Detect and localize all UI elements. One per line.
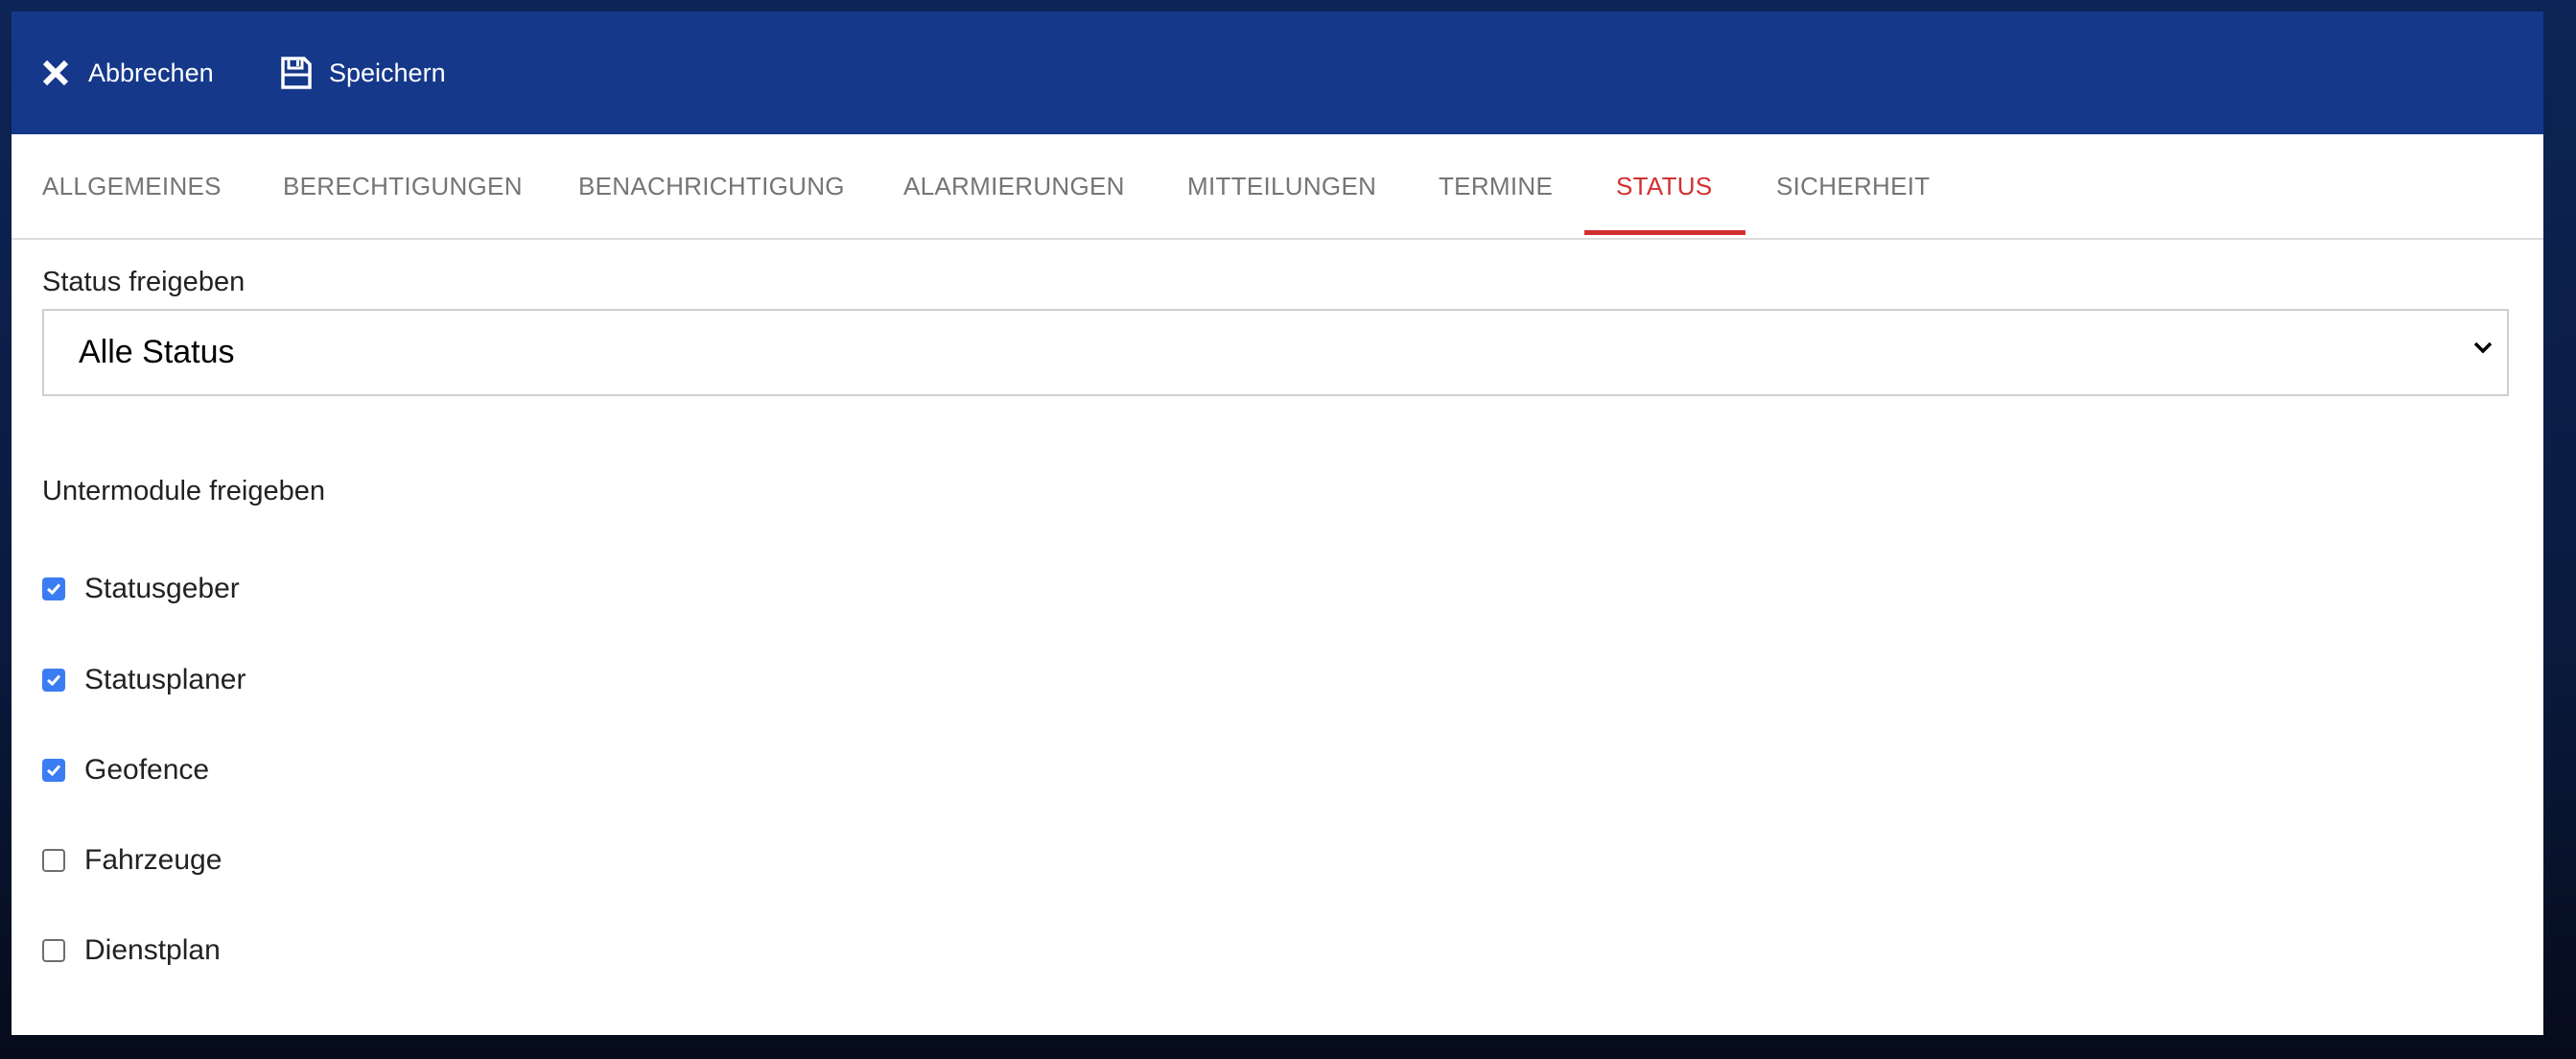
close-icon	[42, 59, 69, 86]
checkbox-checked[interactable]	[42, 669, 65, 692]
tab-benachrichtigung[interactable]: BENACHRICHTIGUNG	[578, 171, 845, 200]
checkbox-checked[interactable]	[42, 577, 65, 600]
tab-termine[interactable]: TERMINE	[1439, 171, 1554, 200]
checkbox-statusgeber[interactable]: Statusgeber	[42, 573, 240, 605]
status-select-value: Alle Status	[79, 334, 235, 370]
tab-berechtigungen[interactable]: BERECHTIGUNGEN	[283, 171, 523, 200]
checkbox-geofence[interactable]: Geofence	[42, 754, 209, 787]
checkbox-label: Dienstplan	[84, 934, 221, 966]
tab-allgemeines[interactable]: ALLGEMEINES	[42, 171, 222, 200]
tab-alarmierungen[interactable]: ALARMIERUNGEN	[903, 171, 1125, 200]
chevron-down-icon	[2473, 341, 2493, 354]
settings-panel: Abbrechen Speichern ALLGEMEINES BERECHTI…	[12, 12, 2543, 1035]
toolbar: Abbrechen Speichern	[12, 12, 2543, 134]
checkbox-label: Statusgeber	[84, 573, 240, 604]
save-label: Speichern	[329, 58, 446, 87]
submodules-heading: Untermodule freigeben	[42, 476, 326, 506]
tab-bar: ALLGEMEINES BERECHTIGUNGEN BENACHRICHTIG…	[12, 134, 2543, 240]
checkbox-label: Fahrzeuge	[84, 844, 222, 876]
checkbox-unchecked[interactable]	[42, 849, 65, 872]
checkbox-label: Geofence	[84, 754, 210, 786]
status-select[interactable]: Alle Status	[42, 309, 2509, 396]
checkmark-icon	[47, 583, 61, 596]
checkmark-icon	[47, 674, 61, 687]
floppy-disk-icon	[281, 57, 312, 89]
cancel-button[interactable]: Abbrechen	[40, 12, 214, 134]
tab-mitteilungen[interactable]: MITTEILUNGEN	[1187, 171, 1377, 200]
checkbox-checked[interactable]	[42, 759, 65, 782]
active-tab-indicator	[1584, 230, 1745, 235]
checkbox-dienstplan[interactable]: Dienstplan	[42, 934, 221, 967]
tab-sicherheit[interactable]: SICHERHEIT	[1776, 171, 1931, 200]
checkbox-label: Statusplaner	[84, 664, 246, 695]
checkbox-statusplaner[interactable]: Statusplaner	[42, 664, 246, 696]
save-button[interactable]: Speichern	[281, 12, 446, 134]
tab-status[interactable]: STATUS	[1616, 171, 1713, 200]
checkmark-icon	[47, 765, 61, 777]
cancel-label: Abbrechen	[88, 58, 214, 87]
checkbox-unchecked[interactable]	[42, 939, 65, 962]
checkbox-fahrzeuge[interactable]: Fahrzeuge	[42, 844, 222, 877]
status-field-label: Status freigeben	[42, 267, 246, 297]
